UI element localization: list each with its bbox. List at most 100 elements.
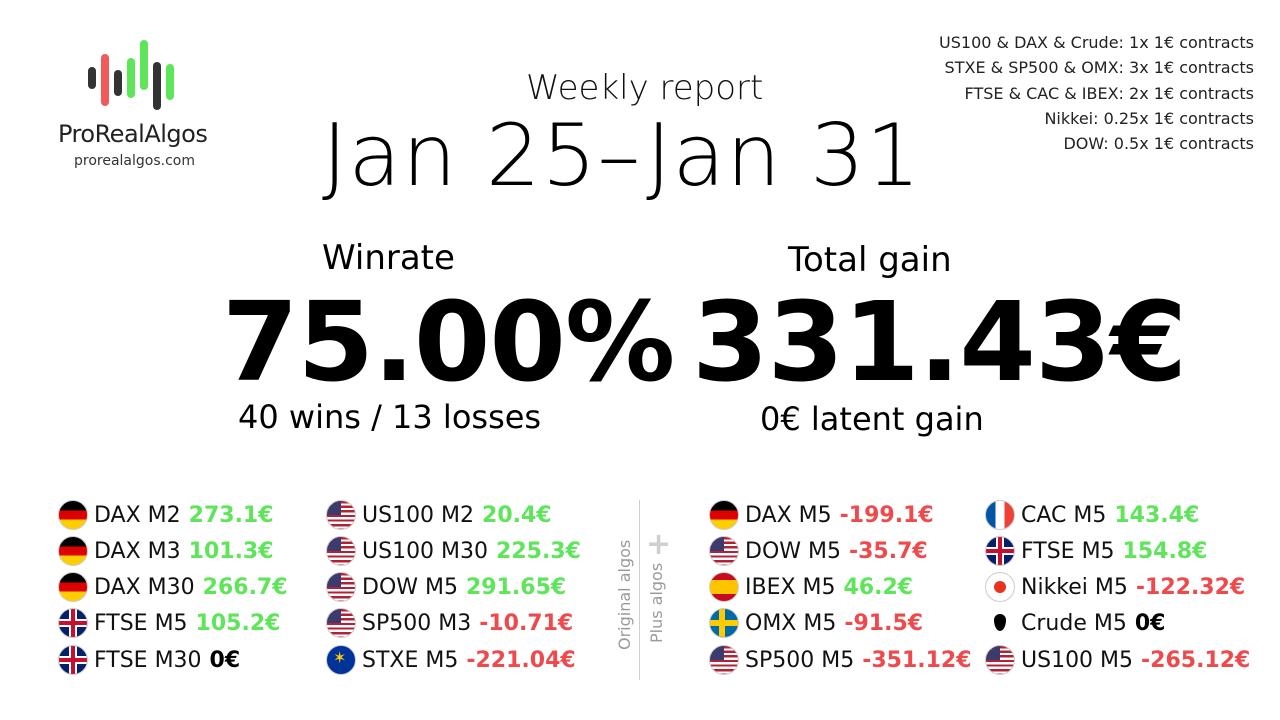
total-gain-label: Total gain: [788, 240, 952, 280]
germany-flag-icon: [58, 572, 88, 602]
wins-losses: 40 wins / 13 losses: [238, 398, 542, 436]
algo-name: DOW M5: [362, 574, 458, 600]
algo-name: FTSE M30: [94, 647, 202, 673]
original-algos-label: Original algos: [615, 539, 634, 650]
algo-row: CAC M5 143.4€: [985, 500, 1199, 530]
brand-url: prorealalgos.com: [74, 153, 195, 169]
algo-row: Nikkei M5 -122.32€: [985, 572, 1245, 602]
uk-flag-icon: [985, 536, 1015, 566]
total-gain-value: 331.43€: [692, 278, 1187, 406]
contract-line: Nikkei: 0.25x 1€ contracts: [1044, 108, 1254, 128]
uk-flag-icon: [58, 645, 88, 675]
algo-name: DAX M30: [94, 574, 195, 600]
algo-row: STXE M5 -221.04€: [326, 645, 576, 675]
algo-name: US100 M30: [362, 538, 489, 564]
algo-row: DAX M30 266.7€: [58, 572, 288, 602]
algo-row: DAX M5 -199.1€: [709, 500, 934, 530]
japan-flag-icon: [985, 572, 1015, 602]
logo-bars-icon: [88, 40, 180, 110]
algo-value: -10.71€: [479, 610, 574, 636]
algo-name: US100 M2: [362, 502, 475, 528]
france-flag-icon: [985, 500, 1015, 530]
algo-name: DAX M2: [94, 502, 181, 528]
algo-row: FTSE M30 0€: [58, 645, 240, 675]
winrate-value: 75.00%: [222, 278, 675, 406]
algo-value: 273.1€: [188, 502, 274, 528]
algo-name: FTSE M5: [94, 610, 188, 636]
algo-value: -351.12€: [862, 647, 972, 673]
algo-value: 101.3€: [188, 538, 274, 564]
contract-line: FTSE & CAC & IBEX: 2x 1€ contracts: [964, 83, 1254, 103]
algo-value: 0€: [1134, 610, 1166, 636]
germany-flag-icon: [58, 500, 88, 530]
algo-name: Crude M5: [1021, 610, 1127, 636]
algo-value: 20.4€: [482, 502, 552, 528]
usa-flag-icon: [985, 645, 1015, 675]
algo-name: FTSE M5: [1021, 538, 1115, 564]
algo-row: FTSE M5 154.8€: [985, 536, 1207, 566]
usa-flag-icon: [326, 500, 356, 530]
spain-flag-icon: [709, 572, 739, 602]
algo-value: -91.5€: [844, 610, 924, 636]
usa-flag-icon: [326, 536, 356, 566]
algo-name: DAX M3: [94, 538, 181, 564]
algo-row: DAX M2 273.1€: [58, 500, 274, 530]
latent-gain: 0€ latent gain: [760, 400, 984, 438]
algo-row: US100 M30 225.3€: [326, 536, 581, 566]
algo-value: -35.7€: [848, 538, 928, 564]
sweden-flag-icon: [709, 608, 739, 638]
algo-row: SP500 M3 -10.71€: [326, 608, 573, 638]
algo-value: -122.32€: [1135, 574, 1246, 600]
usa-flag-icon: [709, 645, 739, 675]
algo-name: IBEX M5: [745, 574, 836, 600]
usa-flag-icon: [326, 608, 356, 638]
plus-algos-label: Plus algos: [647, 562, 666, 643]
algo-value: 266.7€: [202, 574, 288, 600]
contract-line: US100 & DAX & Crude: 1x 1€ contracts: [939, 33, 1254, 52]
algo-value: 143.4€: [1114, 502, 1200, 528]
algo-row: DOW M5 291.65€: [326, 572, 566, 602]
algo-row: US100 M5 -265.12€: [985, 645, 1250, 675]
algo-value: 291.65€: [465, 574, 567, 600]
date-range: Jan 25–Jan 31: [322, 106, 922, 206]
germany-flag-icon: [709, 500, 739, 530]
algo-value: -265.12€: [1141, 647, 1251, 673]
algo-name: STXE M5: [362, 647, 459, 673]
contract-line: DOW: 0.5x 1€ contracts: [1063, 134, 1254, 154]
report-title: Weekly report: [526, 68, 764, 108]
oil-flag-icon: [985, 608, 1015, 638]
algo-value: 154.8€: [1122, 538, 1208, 564]
algo-value: -199.1€: [839, 502, 934, 528]
section-divider: [639, 500, 640, 680]
algo-row: SP500 M5 -351.12€: [709, 645, 972, 675]
algo-row: DOW M5 -35.7€: [709, 536, 928, 566]
algo-value: 225.3€: [496, 538, 581, 564]
germany-flag-icon: [58, 536, 88, 566]
algo-value: 0€: [209, 647, 241, 673]
algo-name: DAX M5: [745, 502, 832, 528]
algo-name: DOW M5: [745, 538, 841, 564]
algo-row: OMX M5 -91.5€: [709, 608, 923, 638]
algo-name: SP500 M3: [362, 610, 472, 636]
contract-line: STXE & SP500 & OMX: 3x 1€ contracts: [944, 58, 1254, 78]
algo-name: OMX M5: [745, 610, 837, 636]
algo-row: IBEX M5 46.2€: [709, 572, 913, 602]
eu-flag-icon: [326, 645, 356, 675]
algo-value: 105.2€: [195, 610, 281, 636]
winrate-label: Winrate: [322, 238, 455, 278]
algo-row: US100 M2 20.4€: [326, 500, 552, 530]
algo-name: US100 M5: [1021, 647, 1134, 673]
algo-row: DAX M3 101.3€: [58, 536, 274, 566]
algo-name: SP500 M5: [745, 647, 855, 673]
plus-icon: +: [646, 527, 672, 562]
algo-value: -221.04€: [466, 647, 576, 673]
usa-flag-icon: [326, 572, 356, 602]
uk-flag-icon: [58, 608, 88, 638]
algo-value: 46.2€: [843, 574, 914, 600]
algo-row: FTSE M5 105.2€: [58, 608, 280, 638]
algo-name: CAC M5: [1021, 502, 1107, 528]
contracts-info: US100 & DAX & Crude: 1x 1€ contracts STX…: [939, 30, 1254, 156]
brand-name: ProRealAlgos: [58, 120, 208, 148]
algo-name: Nikkei M5: [1021, 574, 1128, 600]
algo-row: Crude M5 0€: [985, 608, 1165, 638]
